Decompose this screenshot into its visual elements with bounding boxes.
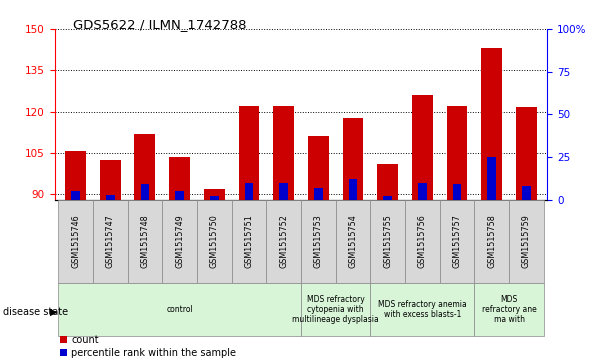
Bar [106, 195, 114, 200]
Text: MDS
refractory ane
ma with: MDS refractory ane ma with [482, 294, 536, 325]
Text: MDS refractory anemia
with excess blasts-1: MDS refractory anemia with excess blasts… [378, 300, 467, 319]
Text: GSM1515753: GSM1515753 [314, 215, 323, 268]
Bar [348, 179, 358, 200]
Text: GSM1515755: GSM1515755 [383, 215, 392, 268]
FancyBboxPatch shape [58, 283, 301, 336]
Text: GSM1515752: GSM1515752 [279, 215, 288, 268]
Bar [314, 188, 323, 200]
Text: GSM1515758: GSM1515758 [487, 215, 496, 268]
Bar [238, 106, 260, 200]
Bar [453, 184, 461, 200]
Text: GSM1515754: GSM1515754 [348, 215, 358, 268]
FancyBboxPatch shape [474, 200, 509, 283]
Bar [175, 191, 184, 200]
Bar [383, 196, 392, 200]
FancyBboxPatch shape [162, 200, 197, 283]
Text: MDS refractory
cytopenia with
multilineage dysplasia: MDS refractory cytopenia with multilinea… [292, 294, 379, 325]
Bar [516, 107, 537, 200]
Text: GSM1515750: GSM1515750 [210, 215, 219, 268]
Text: GSM1515759: GSM1515759 [522, 215, 531, 268]
Text: GSM1515748: GSM1515748 [140, 215, 150, 268]
Bar [279, 183, 288, 200]
Bar [447, 106, 468, 200]
Bar [273, 106, 294, 200]
Bar [210, 196, 219, 200]
Bar [522, 186, 531, 200]
Text: GSM1515751: GSM1515751 [244, 215, 254, 268]
Bar [169, 157, 190, 200]
Text: ▶: ▶ [50, 307, 58, 317]
Bar [140, 184, 149, 200]
FancyBboxPatch shape [440, 200, 474, 283]
FancyBboxPatch shape [232, 200, 266, 283]
Text: GSM1515757: GSM1515757 [452, 215, 461, 268]
Bar [412, 95, 433, 200]
Bar [134, 134, 155, 200]
Bar [100, 160, 120, 200]
FancyBboxPatch shape [474, 283, 544, 336]
Text: GSM1515756: GSM1515756 [418, 215, 427, 268]
FancyBboxPatch shape [405, 200, 440, 283]
Text: control: control [166, 305, 193, 314]
FancyBboxPatch shape [301, 200, 336, 283]
FancyBboxPatch shape [128, 200, 162, 283]
Bar [488, 157, 496, 200]
FancyBboxPatch shape [370, 283, 474, 336]
FancyBboxPatch shape [93, 200, 128, 283]
Bar [244, 183, 254, 200]
Bar [377, 164, 398, 200]
Bar [418, 183, 427, 200]
Text: GSM1515746: GSM1515746 [71, 215, 80, 268]
Text: GSM1515749: GSM1515749 [175, 215, 184, 268]
Bar [71, 191, 80, 200]
FancyBboxPatch shape [266, 200, 301, 283]
Bar [342, 118, 364, 200]
Bar [308, 136, 329, 200]
FancyBboxPatch shape [370, 200, 405, 283]
Text: GSM1515747: GSM1515747 [106, 215, 115, 268]
Bar [482, 48, 502, 200]
FancyBboxPatch shape [197, 200, 232, 283]
Bar [65, 151, 86, 200]
Legend: count, percentile rank within the sample: count, percentile rank within the sample [60, 335, 237, 358]
FancyBboxPatch shape [58, 200, 93, 283]
FancyBboxPatch shape [336, 200, 370, 283]
FancyBboxPatch shape [301, 283, 370, 336]
Text: disease state: disease state [3, 307, 68, 317]
FancyBboxPatch shape [509, 200, 544, 283]
Bar [204, 189, 225, 200]
Text: GDS5622 / ILMN_1742788: GDS5622 / ILMN_1742788 [73, 18, 246, 31]
